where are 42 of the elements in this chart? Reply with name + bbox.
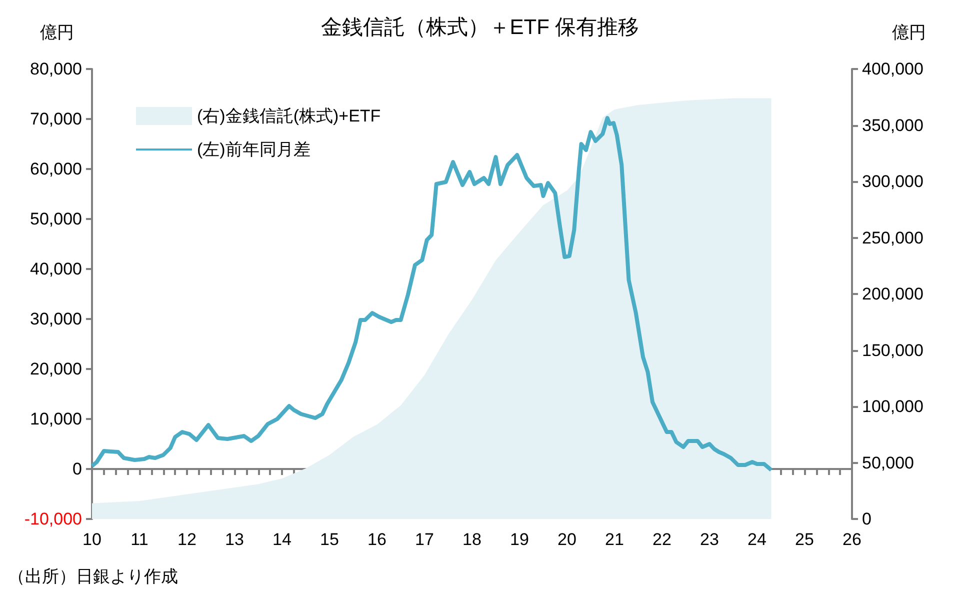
x-tick-label: 12 bbox=[178, 530, 196, 549]
x-tick-label: 24 bbox=[748, 530, 766, 549]
x-tick-label: 17 bbox=[415, 530, 434, 549]
y2-axis-title: 億円 bbox=[892, 23, 926, 42]
chart-title: 金銭信託（株式）＋ETF 保有推移 bbox=[320, 16, 640, 39]
x-tick-label: 10 bbox=[82, 530, 102, 549]
y2-tick-label: 300,000 bbox=[862, 172, 924, 191]
text: （出所）日銀より作成 bbox=[8, 567, 178, 586]
x-tick-label: 26 bbox=[842, 530, 862, 549]
x-tick-label: 18 bbox=[462, 530, 482, 549]
x-tick-label: 15 bbox=[320, 530, 339, 549]
y-tick-label: 80,000 bbox=[30, 60, 82, 78]
legend-label: (左)前年同月差 bbox=[197, 140, 310, 159]
y2-tick-label: 400,000 bbox=[862, 60, 924, 78]
y-tick-label: 10,000 bbox=[30, 410, 82, 428]
y-tick-label: 20,000 bbox=[30, 360, 82, 378]
y-tick-label: 60,000 bbox=[30, 160, 82, 178]
legend-label: (右)金銭信託(株式)+ETF bbox=[197, 106, 381, 126]
y2-tick-label: 150,000 bbox=[862, 340, 924, 360]
x-tick-label: 23 bbox=[700, 530, 719, 549]
y2-tick-label: 100,000 bbox=[862, 397, 924, 416]
y-tick-label: 40,000 bbox=[30, 260, 82, 278]
y-tick-label: 0 bbox=[72, 460, 82, 478]
y2-tick-label: 200,000 bbox=[862, 284, 924, 304]
y2-tick-label: 0 bbox=[862, 510, 872, 528]
x-tick-label: 14 bbox=[272, 530, 292, 549]
y-tick-label: 70,000 bbox=[30, 110, 82, 128]
x-tick-label: 16 bbox=[368, 530, 386, 549]
x-tick-label: 25 bbox=[795, 530, 814, 549]
y-tick-label: 50,000 bbox=[30, 210, 82, 228]
y2-tick-label: 250,000 bbox=[862, 228, 924, 248]
x-tick-label: 22 bbox=[652, 530, 672, 549]
y-tick-label: 30,000 bbox=[30, 310, 82, 328]
y-tick-label: -10,000 bbox=[24, 510, 82, 528]
y2-tick-label: 50,000 bbox=[862, 453, 914, 472]
x-tick-label: 11 bbox=[130, 530, 148, 549]
y2-tick-label: 350,000 bbox=[862, 116, 924, 135]
x-tick-label: 19 bbox=[510, 530, 529, 549]
x-tick-label: 20 bbox=[558, 530, 576, 549]
x-tick-label: 21 bbox=[605, 530, 624, 549]
x-tick-label: 13 bbox=[225, 530, 244, 549]
y-axis-title: 億円 bbox=[40, 23, 74, 42]
